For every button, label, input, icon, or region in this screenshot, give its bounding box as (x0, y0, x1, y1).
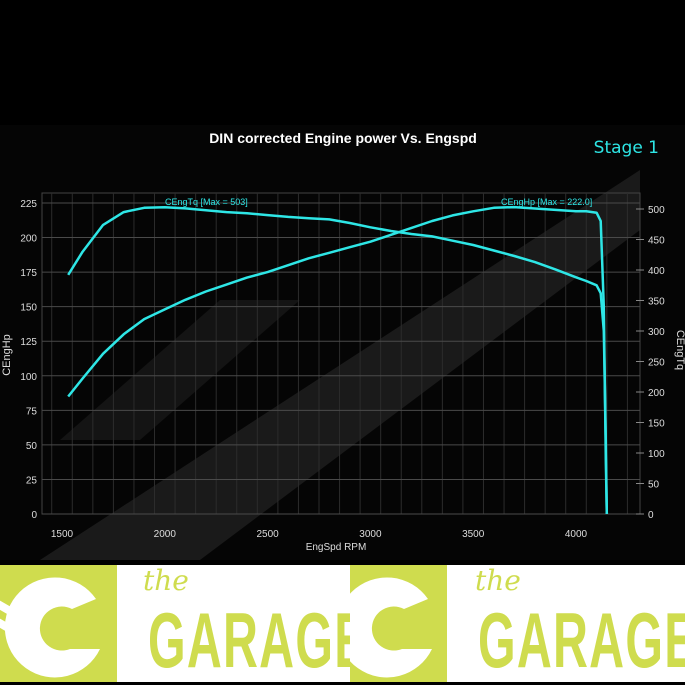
dyno-chart: 0 25 50 75 100 125 150 175 200 225 0 50 100 150 200 250… (0, 125, 685, 560)
x-tick-label: 1500 (51, 529, 74, 540)
logo-the: the (143, 565, 189, 597)
y-right-tick-label: 200 (648, 388, 665, 399)
series-label-CEngTq: CEngTq [Max = 503] (165, 197, 248, 207)
x-tick-label: 4000 (565, 529, 588, 540)
y-left-axis-label: CEngHp (1, 334, 13, 376)
logo-garage: GARAGE (478, 596, 685, 682)
series-label-CEngHp: CEngHp [Max = 222.0] (501, 197, 592, 207)
y-left-tick-label: 25 (26, 475, 38, 486)
logo-strip: the GARAGE the GARAGE (0, 565, 685, 682)
y-right-tick-label: 150 (648, 419, 665, 430)
x-tick-label: 2500 (256, 529, 279, 540)
plot-background (0, 125, 685, 560)
y-left-tick-label: 125 (20, 337, 37, 348)
y-left-tick-label: 75 (26, 406, 38, 417)
stage-badge: Stage 1 (594, 138, 659, 158)
y-right-tick-label: 350 (648, 297, 665, 308)
garage-logo-repeat: the GARAGE (350, 565, 685, 682)
y-left-tick-label: 225 (20, 199, 37, 210)
y-right-tick-label: 300 (648, 327, 665, 338)
y-left-tick-label: 100 (20, 372, 37, 383)
y-left-tick-label: 50 (26, 441, 38, 452)
series-line-CEngHp (67, 205, 609, 515)
y-right-tick-label: 500 (648, 205, 665, 216)
logo-the: the (475, 565, 521, 597)
y-right-tick-label: 400 (648, 266, 665, 277)
garage-logo: the GARAGE (0, 565, 366, 682)
x-tick-label: 3000 (359, 529, 382, 540)
y-right-axis-label: CEngTq (674, 330, 685, 370)
x-tick-label: 3500 (462, 529, 485, 540)
g-wrench-icon (0, 565, 117, 682)
logo-garage: GARAGE (148, 596, 368, 682)
y-right-tick-label: 450 (648, 236, 665, 247)
y-right-tick-label: 0 (648, 510, 654, 521)
y-left-tick-label: 200 (20, 234, 37, 245)
x-axis-label: EngSpd RPM (306, 542, 367, 553)
y-right-tick-label: 250 (648, 358, 665, 369)
y-left-tick-label: 150 (20, 303, 37, 314)
y-left-tick-label: 175 (20, 268, 37, 279)
y-right-tick-label: 100 (648, 449, 665, 460)
chart-title: DIN corrected Engine power Vs. Engspd (209, 130, 477, 146)
x-tick-label: 2000 (154, 529, 177, 540)
y-left-tick-label: 0 (31, 510, 37, 521)
y-right-tick-label: 50 (648, 480, 660, 491)
g-wrench-icon (350, 565, 447, 682)
series-line-CEngTq (67, 205, 609, 515)
watermark-band (60, 300, 300, 440)
